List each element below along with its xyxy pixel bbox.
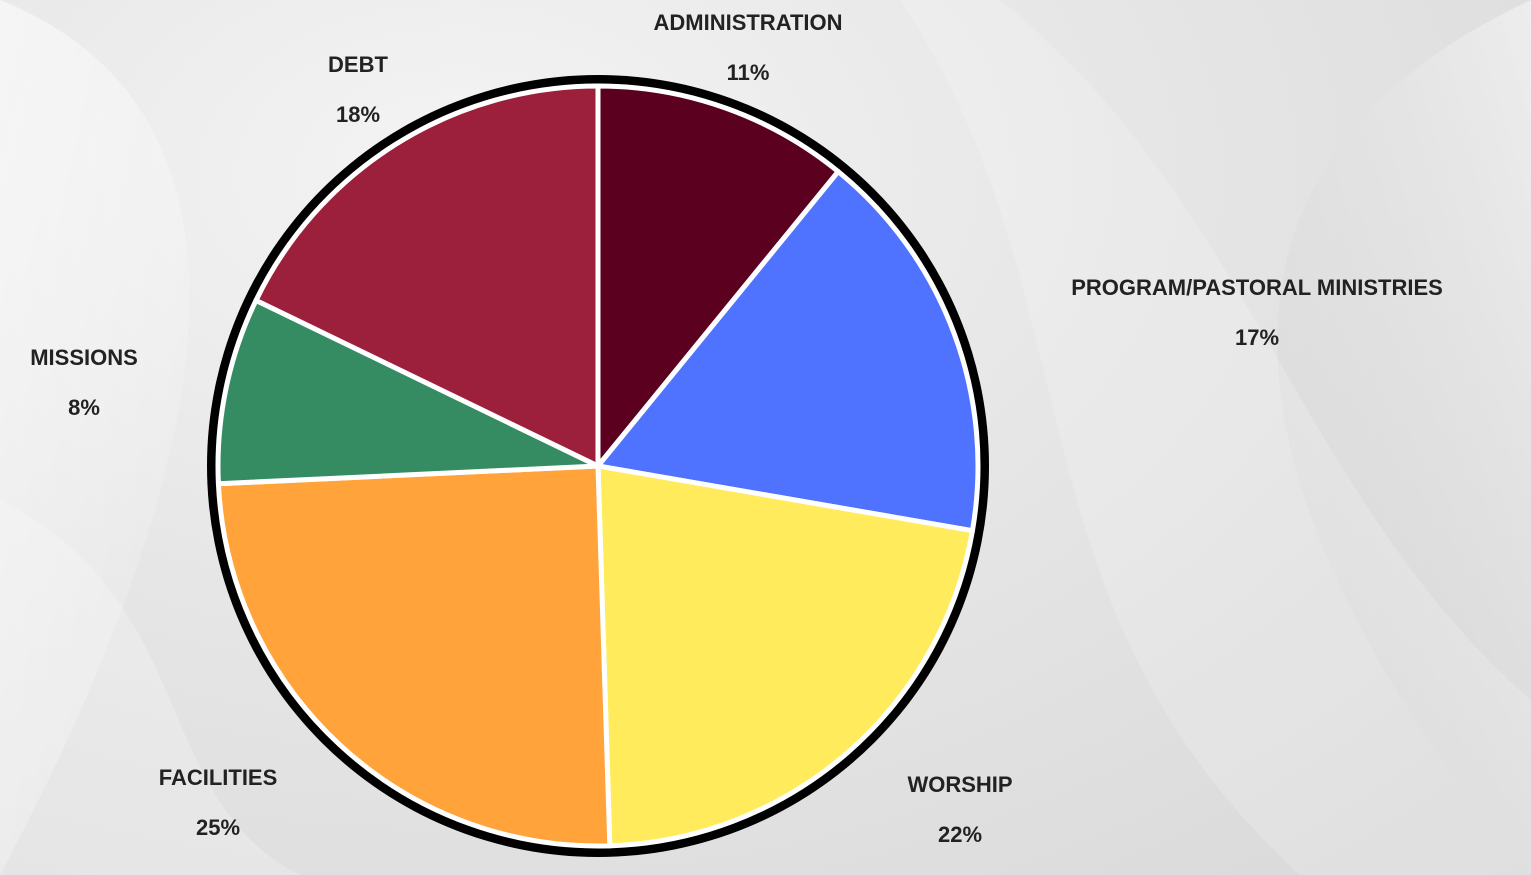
slice-percent-label: 25% xyxy=(196,815,240,840)
slice-category-label: MISSIONS xyxy=(30,345,138,370)
slice-category-label: DEBT xyxy=(328,52,388,77)
pie-slices-group xyxy=(207,75,989,857)
slice-percent-label: 22% xyxy=(938,822,982,847)
slice-labels-group: ADMINISTRATION 11% PROGRAM/PASTORAL MINIST… xyxy=(30,10,1443,847)
slice-category-label: FACILITIES xyxy=(159,765,278,790)
slice-category-label: ADMINISTRATION xyxy=(653,10,842,35)
slice-percent-label: 11% xyxy=(727,60,770,85)
slice-percent-label: 17% xyxy=(1235,325,1279,350)
slice-category-label: WORSHIP xyxy=(907,772,1012,797)
slice-percent-label: 8% xyxy=(68,395,100,420)
pie-inner-edge xyxy=(217,85,979,847)
slice-percent-label: 18% xyxy=(336,102,380,127)
slice-category-label: PROGRAM/PASTORAL MINISTRIES xyxy=(1071,275,1443,300)
